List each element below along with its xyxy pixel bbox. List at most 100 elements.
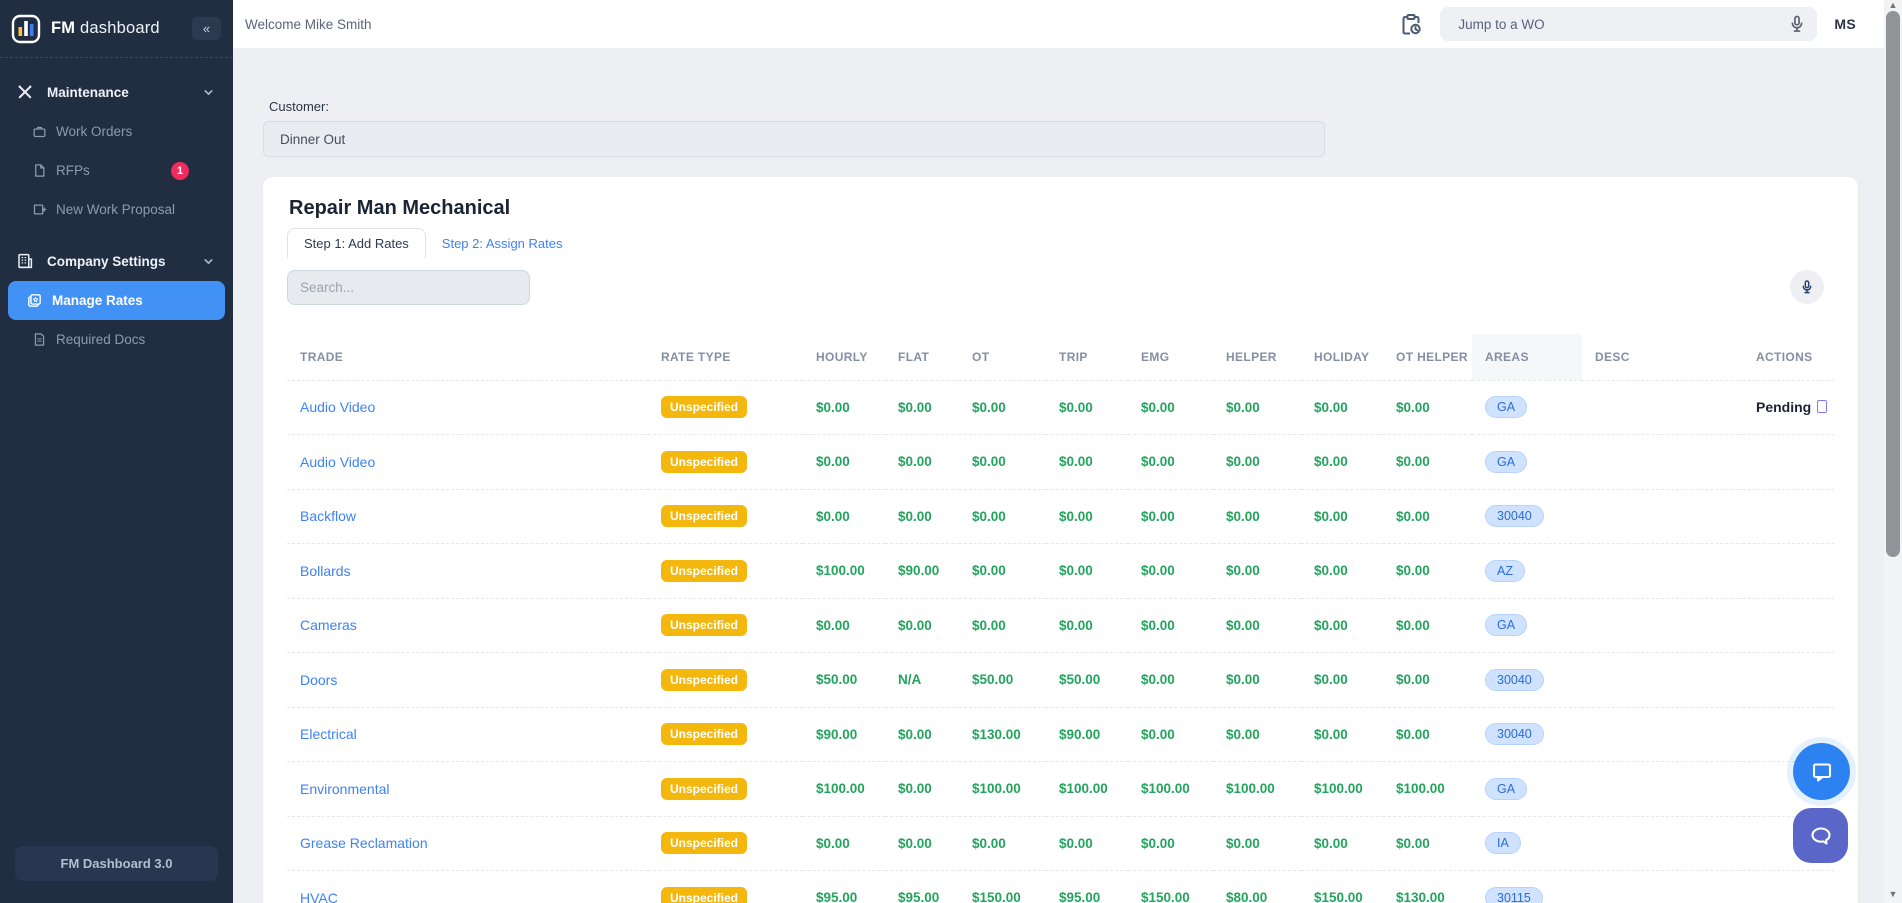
scroll-up-arrow[interactable]: ▲ [1888, 0, 1898, 10]
desc-cell [1582, 489, 1743, 544]
sidebar-item-label: New Work Proposal [56, 202, 176, 217]
rate-value: $100.00 [1128, 761, 1213, 817]
rate-value: $0.00 [1046, 434, 1128, 490]
area-badge: GA [1485, 450, 1528, 473]
column-header-areas[interactable]: AREAS [1472, 334, 1582, 381]
desc-cell [1582, 652, 1743, 708]
trade-link[interactable]: Backflow [300, 508, 357, 525]
trade-link[interactable]: Audio Video [300, 399, 376, 416]
scroll-down-arrow[interactable]: ▼ [1888, 889, 1898, 899]
column-header-desc[interactable]: DESC [1582, 334, 1743, 381]
rate-value: $0.00 [1128, 543, 1213, 599]
avatar[interactable]: MS [1834, 16, 1856, 32]
rate-value: $100.00 [1213, 761, 1301, 817]
rate-value: $0.00 [1046, 598, 1128, 653]
chat-round-icon [1810, 826, 1831, 845]
welcome-text: Welcome Mike Smith [245, 16, 372, 32]
column-header-trip[interactable]: TRIP [1046, 334, 1128, 381]
trade-link[interactable]: HVAC [300, 889, 338, 903]
chat-button-primary[interactable] [1793, 743, 1850, 800]
sidebar-collapse-button[interactable]: « [192, 17, 221, 40]
rate-value: $0.00 [1046, 816, 1128, 871]
rate-value: $90.00 [885, 543, 959, 599]
sidebar-item-required-docs[interactable]: Required Docs [8, 320, 225, 359]
sidebar-item-maintenance[interactable]: Maintenance [8, 72, 225, 112]
desc-cell [1582, 434, 1743, 490]
app-version-label: FM Dashboard 3.0 [15, 846, 218, 881]
table-row: Doors Unspecified $50.00 N/A $50.00 $50.00 $0.… [287, 652, 1834, 708]
app-logo-icon [11, 14, 41, 43]
cards-icon [28, 294, 41, 307]
sidebar-item-rfps[interactable]: RFPs 1 [8, 151, 225, 190]
column-header-holiday[interactable]: HOLIDAY [1301, 334, 1383, 381]
rate-value: $0.00 [1213, 434, 1301, 490]
column-header-emg[interactable]: EMG [1128, 334, 1213, 381]
rate-value: $0.00 [1383, 707, 1472, 762]
microphone-icon[interactable] [1787, 14, 1807, 34]
rate-value: $90.00 [803, 707, 885, 762]
column-header-helper[interactable]: HELPER [1213, 334, 1301, 381]
rate-value: $130.00 [959, 707, 1046, 762]
chat-button-secondary[interactable] [1793, 808, 1848, 863]
column-header-hourly[interactable]: HOURLY [803, 334, 885, 381]
rate-value: $0.00 [885, 380, 959, 435]
sidebar-nav: Maintenance Work Orders RFPs 1 New Work … [0, 58, 233, 359]
tab-step1-add-rates[interactable]: Step 1: Add Rates [287, 228, 426, 259]
voice-search-button[interactable] [1790, 270, 1824, 304]
pending-info-icon[interactable] [1817, 400, 1828, 414]
rate-value: $0.00 [885, 434, 959, 490]
vertical-scrollbar[interactable]: ▲ ▼ [1884, 0, 1902, 903]
rate-value: $95.00 [885, 870, 959, 903]
sidebar-item-manage-rates[interactable]: Manage Rates [8, 281, 225, 320]
trade-link[interactable]: Cameras [300, 617, 357, 634]
column-header-ot[interactable]: OT [959, 334, 1046, 381]
chevron-down-icon [204, 258, 213, 264]
rate-value: $80.00 [1213, 870, 1301, 903]
trade-link[interactable]: Audio Video [300, 453, 376, 470]
area-badge: 30040 [1485, 505, 1544, 528]
table-row: HVAC Unspecified $95.00 $95.00 $150.00 $95.00… [287, 870, 1834, 903]
table-row: Backflow Unspecified $0.00 $0.00 $0.00 $0.00 $… [287, 489, 1834, 544]
rate-value: $150.00 [959, 870, 1046, 903]
actions-cell [1743, 870, 1834, 903]
rate-value: $0.00 [885, 707, 959, 762]
sidebar: FM dashboard « Maintenance Work Orders R… [0, 0, 233, 903]
trade-link[interactable]: Grease Reclamation [300, 835, 428, 852]
customer-select[interactable]: Dinner Out [263, 121, 1325, 157]
file-plus-icon [33, 204, 47, 215]
rate-value: $50.00 [803, 652, 885, 708]
column-header-rate-type[interactable]: RATE TYPE [648, 334, 803, 381]
rate-value: $0.00 [803, 380, 885, 435]
rate-value: $100.00 [1046, 761, 1128, 817]
column-header-trade[interactable]: TRADE [287, 334, 648, 381]
trade-link[interactable]: Doors [300, 671, 338, 688]
column-header-actions[interactable]: ACTIONS [1743, 334, 1834, 381]
rate-value: $0.00 [959, 543, 1046, 599]
tab-step2-assign-rates[interactable]: Step 2: Assign Rates [441, 236, 563, 251]
rate-value: $0.00 [1301, 598, 1383, 653]
rate-value: $100.00 [803, 761, 885, 817]
area-badge: AZ [1485, 559, 1525, 582]
rate-value: $0.00 [1213, 707, 1301, 762]
sidebar-item-label: Manage Rates [52, 293, 143, 308]
document-icon [34, 333, 45, 346]
sidebar-item-company-settings[interactable]: Company Settings [8, 241, 225, 281]
chevron-down-icon [204, 89, 213, 95]
rate-value: $0.00 [1128, 434, 1213, 490]
clipboard-clock-icon[interactable] [1399, 12, 1423, 36]
trade-link[interactable]: Bollards [300, 562, 351, 579]
column-header-ot-helper[interactable]: OT HELPER [1383, 334, 1472, 381]
table-search-input[interactable] [287, 270, 530, 305]
trade-link[interactable]: Environmental [300, 780, 390, 797]
sidebar-item-new-work-proposal[interactable]: New Work Proposal [8, 190, 225, 229]
column-header-flat[interactable]: FLAT [885, 334, 959, 381]
rate-value: $0.00 [1046, 489, 1128, 544]
desc-cell [1582, 598, 1743, 653]
trade-link[interactable]: Electrical [300, 726, 357, 743]
rate-value: $150.00 [1128, 870, 1213, 903]
sidebar-item-work-orders[interactable]: Work Orders [8, 112, 225, 151]
scrollbar-thumb[interactable] [1886, 11, 1900, 557]
area-badge: GA [1485, 396, 1528, 419]
rate-type-badge: Unspecified [661, 505, 748, 528]
jump-to-wo-input[interactable] [1440, 7, 1818, 41]
